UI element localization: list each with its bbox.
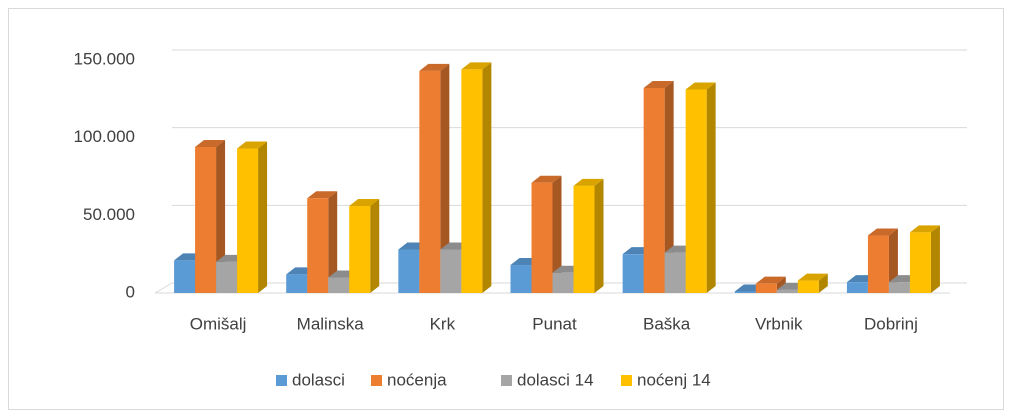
bar-side: [370, 199, 380, 293]
bar-front: [909, 232, 931, 293]
x-tick-label: Krk: [430, 314, 456, 333]
bar-top: [461, 62, 492, 70]
y-tick-label: 150.000: [74, 49, 135, 68]
bar-top: [349, 199, 380, 207]
bar: [349, 199, 380, 293]
bar-front: [349, 206, 371, 293]
bar-top: [419, 63, 450, 71]
bar-front: [398, 249, 420, 293]
bar-side: [818, 273, 828, 293]
bar-top: [573, 178, 604, 186]
x-tick-label: Malinska: [297, 314, 365, 333]
bar-top: [755, 276, 786, 284]
chart-border: [8, 8, 1004, 410]
bar-side: [594, 178, 604, 293]
bar-side: [930, 225, 940, 293]
bar-top: [909, 225, 940, 233]
x-tick-label: Dobrinj: [864, 314, 918, 333]
y-tick-label: 100.000: [74, 127, 135, 146]
x-tick-label: Baška: [643, 314, 691, 333]
bar: [867, 228, 898, 293]
bar: [643, 80, 674, 294]
bar-top: [867, 228, 898, 236]
legend-swatch: [621, 375, 632, 386]
bar-side: [328, 191, 338, 293]
bar-front: [461, 69, 483, 293]
bar-front: [734, 291, 756, 293]
bar-top: [685, 82, 716, 90]
bar-front: [328, 277, 350, 293]
bar-front: [216, 261, 238, 293]
legend-label: dolasci: [292, 370, 345, 389]
x-tick-label: Punat: [532, 314, 577, 333]
y-tick-label: 50.000: [83, 205, 135, 224]
bar-side: [482, 62, 492, 293]
legend-label: noćenj 14: [637, 370, 711, 389]
bar: [419, 63, 450, 293]
bar-front: [195, 146, 217, 293]
bar: [909, 225, 940, 293]
legend-swatch: [276, 375, 287, 386]
bar: [685, 82, 716, 293]
bar-front: [664, 252, 686, 293]
bar-side: [258, 141, 268, 293]
bar-side: [552, 175, 562, 293]
bar-front: [307, 198, 329, 293]
bar-front: [888, 282, 910, 293]
bar-front: [685, 89, 707, 293]
bar-side: [706, 82, 716, 293]
y-tick-label: 0: [126, 282, 135, 301]
bar-front: [797, 280, 819, 293]
bar: [573, 178, 604, 293]
bar-top: [307, 191, 338, 199]
bar-side: [664, 80, 674, 294]
bar-front: [643, 87, 665, 294]
bar: [195, 139, 226, 293]
bar-front: [776, 289, 798, 293]
bar: [307, 191, 338, 293]
legend-label: noćenja: [387, 370, 447, 389]
bar-front: [440, 249, 462, 293]
bar-top: [195, 139, 226, 147]
bar: [531, 175, 562, 293]
bar-front: [867, 235, 889, 293]
bar: [461, 62, 492, 293]
bar-front: [510, 265, 532, 293]
bar: [237, 141, 268, 293]
floor-line: [154, 282, 173, 294]
bar-front: [286, 274, 308, 293]
bar-top: [531, 175, 562, 183]
bar-front: [552, 272, 574, 293]
bar: [797, 273, 828, 293]
x-tick-label: Vrbnik: [755, 314, 803, 333]
bar-front: [419, 70, 441, 293]
bar-front: [237, 148, 259, 293]
bar-front: [174, 260, 196, 293]
legend-label: dolasci 14: [517, 370, 594, 389]
bar-top: [643, 80, 674, 88]
legend-swatch: [371, 375, 382, 386]
bar-front: [622, 254, 644, 293]
bar-front: [846, 282, 868, 293]
bar-side: [216, 139, 226, 293]
bar-side: [440, 63, 450, 293]
bar-top: [797, 273, 828, 281]
bar-front: [531, 182, 553, 293]
legend-swatch: [501, 375, 512, 386]
x-tick-label: Omišalj: [190, 314, 247, 333]
bar-front: [573, 185, 595, 293]
bar-front: [755, 283, 777, 293]
bar-top: [237, 141, 268, 149]
